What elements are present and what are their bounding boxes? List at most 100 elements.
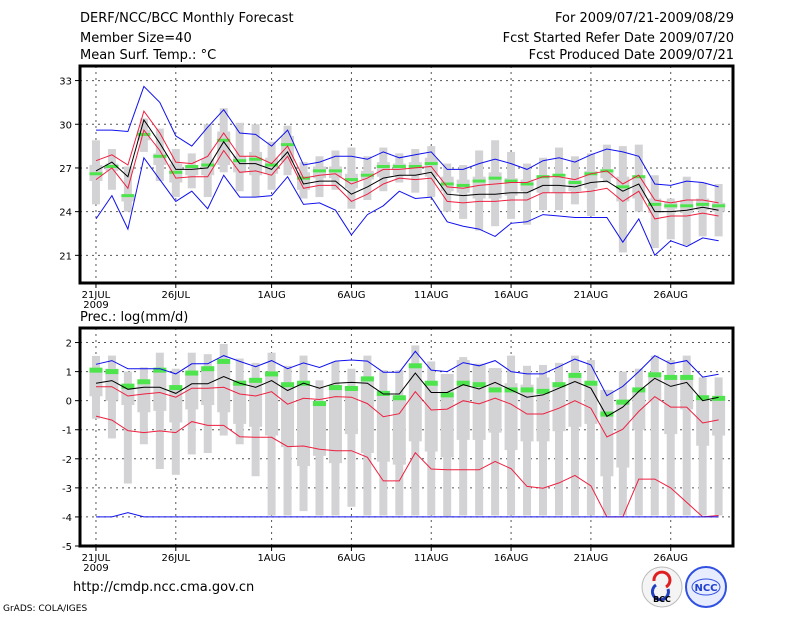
observed-mark: [552, 382, 566, 388]
quartile-box: [105, 368, 119, 401]
source-url[interactable]: http://cmdp.ncc.cma.gov.cn: [73, 580, 255, 595]
range-bar: [698, 377, 707, 516]
observed-mark: [328, 385, 342, 391]
quartile-box: [201, 367, 215, 406]
quartile-box: [504, 383, 518, 451]
x-tick-year: 2009: [83, 563, 108, 574]
y-tick-label: -5: [62, 542, 72, 553]
observed-mark: [344, 178, 358, 182]
quartile-box: [233, 380, 247, 424]
observed-mark: [201, 366, 215, 372]
y-tick-label: -3: [62, 484, 72, 495]
observed-mark: [664, 374, 678, 380]
series-line-min: [95, 156, 719, 257]
observed-mark: [456, 380, 470, 386]
range-bar: [570, 355, 579, 516]
ncc-logo-text: NCC: [694, 583, 717, 594]
quartile-box: [137, 381, 151, 413]
observed-mark: [600, 411, 614, 417]
x-tick-label: 21JUL: [82, 553, 111, 564]
y-tick-label: 33: [59, 77, 72, 88]
observed-mark: [376, 390, 390, 396]
observed-mark: [169, 170, 183, 174]
quartile-box: [424, 383, 438, 452]
observed-mark: [472, 179, 486, 183]
x-tick-year: 2009: [83, 300, 108, 311]
quartile-box: [185, 371, 199, 410]
observed-mark: [105, 164, 119, 168]
quartile-box: [376, 391, 390, 462]
observed-mark: [632, 387, 646, 393]
x-tick-label: 26JUL: [162, 553, 191, 564]
series-line-mean: [95, 372, 719, 418]
observed-mark: [121, 383, 135, 389]
x-tick-label: 21AUG: [574, 553, 609, 564]
range-bar: [586, 359, 595, 516]
quartile-box: [360, 377, 374, 453]
observed-mark: [281, 143, 295, 147]
variable-label: Mean Surf. Temp.: °C: [80, 48, 217, 63]
quartile-box: [568, 179, 582, 192]
observed-mark: [360, 173, 374, 177]
range-bar: [602, 144, 611, 183]
quartile-box: [328, 387, 342, 464]
quartile-box: [281, 384, 295, 448]
observed-mark: [217, 358, 231, 364]
series-line-min: [96, 512, 719, 518]
x-tick-label: 26AUG: [653, 553, 688, 564]
observed-mark: [105, 369, 119, 375]
quartile-box: [153, 368, 167, 411]
observed-mark: [408, 363, 422, 369]
range-bar: [123, 371, 132, 484]
observed-mark: [328, 169, 342, 173]
bcc-logo-text: BCC: [653, 595, 671, 604]
observed-mark: [249, 377, 263, 383]
observed-mark: [440, 182, 454, 186]
observed-mark: [568, 181, 582, 185]
observed-mark: [696, 202, 710, 206]
x-tick-label: 1AUG: [257, 553, 285, 564]
y-tick-label: 30: [59, 120, 72, 131]
range-bar: [666, 198, 675, 240]
observed-mark: [89, 172, 103, 176]
x-tick-label: 26JUL: [162, 290, 191, 301]
range-bar: [491, 368, 500, 516]
quartile-box: [89, 368, 103, 397]
range-bar: [347, 368, 356, 507]
observed-mark: [504, 179, 518, 183]
quartile-box: [185, 165, 199, 176]
observed-mark: [153, 367, 167, 373]
series-line-upper: [96, 386, 719, 438]
x-tick-label: 16AUG: [494, 553, 529, 564]
quartile-box: [312, 402, 326, 456]
quartile-box: [249, 380, 263, 427]
y-tick-label: 1: [66, 368, 72, 379]
y-tick-label: 27: [59, 164, 72, 175]
quartile-box: [632, 176, 646, 199]
quartile-box: [520, 384, 534, 442]
observed-mark: [520, 387, 534, 393]
observed-mark: [312, 169, 326, 173]
quartile-box: [600, 169, 614, 179]
x-tick-label: 6AUG: [337, 290, 365, 301]
bcc-logo-icon: BCC: [641, 566, 683, 608]
quartile-box: [265, 373, 279, 436]
observed-mark: [536, 388, 550, 394]
quartile-box: [456, 359, 470, 440]
observed-mark: [376, 164, 390, 168]
observed-mark: [664, 204, 678, 208]
ncc-logo-icon: NCC: [685, 566, 727, 608]
quartile-box: [233, 156, 247, 173]
grads-credit: GrADS: COLA/IGES: [3, 604, 88, 614]
observed-mark: [169, 385, 183, 391]
started-date: Fcst Started Refer Date 2009/07/20: [502, 31, 734, 46]
plot-frame: [78, 64, 735, 285]
quartile-box: [616, 176, 630, 202]
y-tick-label: 0: [66, 397, 72, 408]
observed-mark: [648, 372, 662, 378]
quartile-box: [440, 373, 454, 458]
member-size: Member Size=40: [80, 31, 192, 46]
